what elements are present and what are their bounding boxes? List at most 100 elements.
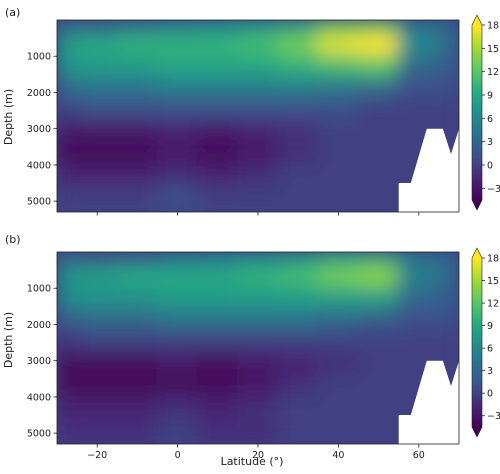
heatmap-cell (156, 330, 199, 355)
colorbar-tick-label: 18 (487, 254, 499, 265)
heatmap-cell (357, 265, 400, 290)
heatmap-cell (76, 330, 119, 355)
heatmap-cell (236, 352, 280, 377)
heatmap-cell (196, 185, 239, 212)
colorbar-outline (471, 14, 483, 211)
heatmap-cell (277, 252, 320, 268)
heatmap-cell (116, 120, 159, 145)
heatmap-cell (357, 98, 400, 123)
heatmap-cell (236, 120, 280, 145)
heatmap-cell (277, 287, 320, 311)
y-tick-label: 3000 (27, 356, 51, 367)
heatmap-cell (57, 265, 79, 290)
heatmap-cell (76, 33, 119, 58)
heatmap-cell (156, 374, 199, 398)
heatmap-cell (57, 185, 79, 212)
colorbar-tick-label: 18 (487, 21, 499, 32)
heatmap-cell (357, 55, 400, 79)
heatmap-cell (116, 33, 159, 58)
heatmap-cell (357, 120, 400, 145)
heatmap-cell (357, 417, 400, 444)
heatmap-cell (277, 98, 320, 123)
colorbar-tick-label: 15 (487, 276, 499, 287)
heatmap-cell (57, 163, 79, 188)
heatmap-cell (57, 308, 79, 333)
heatmap-cell (76, 252, 119, 268)
heatmap-cell (57, 352, 79, 377)
heatmap-cell (317, 142, 360, 166)
heatmap-cell (277, 142, 320, 166)
colorbar-tick-label: −3 (487, 184, 500, 195)
heatmap-cell (357, 330, 400, 355)
y-axis: 1000 2000 3000 4000 5000 (27, 284, 57, 440)
plot-area (56, 19, 460, 213)
heatmap-cell (277, 330, 320, 355)
colorbar-outline (471, 247, 483, 438)
colorbar-tick-label: −3 (487, 411, 500, 422)
heatmap-cell (317, 55, 360, 79)
heatmap-cell (236, 308, 280, 333)
heatmap-cell (57, 330, 79, 355)
x-axis (96, 212, 420, 216)
heatmap-cell (317, 417, 360, 444)
heatmap-cell (277, 417, 320, 444)
heatmap-cell (76, 20, 119, 36)
heatmap-cell (437, 330, 459, 355)
heatmap-cell (57, 20, 79, 36)
heatmap-cell (397, 76, 440, 101)
heatmap-cell (277, 352, 320, 377)
heatmap-cell (116, 55, 159, 79)
heatmap-cell (357, 163, 400, 188)
panel-a: (a) 1000 2000 3000 4000 5000 Depth (m) −3 0 3 6… (2, 6, 500, 216)
land-mask (398, 128, 459, 212)
heatmap-cell (236, 142, 280, 166)
heatmap-cell (397, 33, 440, 58)
plot-area (56, 251, 460, 445)
heatmap-cell (317, 287, 360, 311)
heatmap-cell (357, 20, 400, 36)
heatmap-cell (76, 163, 119, 188)
heatmap-cell (196, 352, 239, 377)
heatmap-cell (277, 185, 320, 212)
heatmap-cell (397, 98, 440, 123)
y-axis-label: Depth (m) (2, 312, 15, 368)
colorbar-tick-label: 12 (487, 299, 499, 310)
heatmap-cell (317, 330, 360, 355)
heatmap-cell (437, 55, 459, 79)
heatmap-cell (196, 265, 239, 290)
y-tick-label: 4000 (27, 392, 51, 403)
heatmap-cell (357, 287, 400, 311)
colorbar-tick-label: 3 (487, 366, 493, 377)
heatmap-cell (57, 374, 79, 398)
heatmap-cell (76, 76, 119, 101)
y-tick-label: 4000 (27, 160, 51, 171)
heatmap-cell (57, 395, 79, 420)
heatmap-cell (76, 352, 119, 377)
heatmap-cell (196, 417, 239, 444)
heatmap-cell (196, 374, 239, 398)
heatmap-cell (196, 252, 239, 268)
colorbar: −3 0 3 6 9 12 15 18 (471, 14, 500, 211)
heatmap-cell (317, 352, 360, 377)
heatmap-cell (277, 33, 320, 58)
heatmap-cell (397, 55, 440, 79)
heatmap-cell (76, 308, 119, 333)
heatmap-cell (156, 265, 199, 290)
heatmap-cell (116, 163, 159, 188)
heatmap-cell (397, 308, 440, 333)
heatmap-cell (317, 185, 360, 212)
x-tick-label: 40 (332, 450, 344, 461)
heatmap-cell (317, 33, 360, 58)
heatmap-cell (236, 55, 280, 79)
heatmap-cell (236, 330, 280, 355)
heatmap-cell (277, 374, 320, 398)
heatmap-cell (116, 98, 159, 123)
colorbar-tick-label: 6 (487, 114, 493, 125)
heatmap-cell (116, 142, 159, 166)
heatmap-cell (277, 395, 320, 420)
heatmap-cell (397, 20, 440, 36)
heatmap-cell (437, 20, 459, 36)
heatmap-cell (397, 330, 440, 355)
heatmap-cell (156, 417, 199, 444)
heatmap-cell (156, 55, 199, 79)
